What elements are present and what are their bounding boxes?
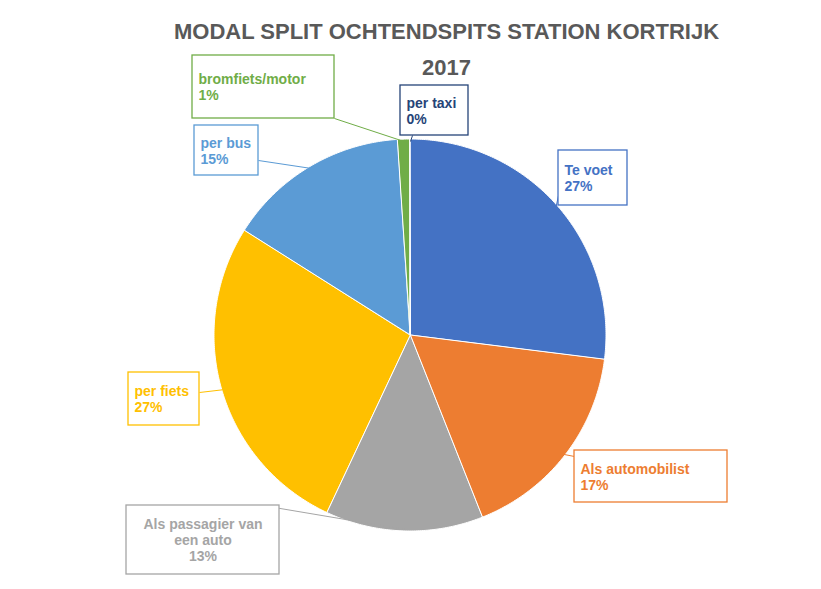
svg-text:Als automobilist17%: Als automobilist17%: [581, 461, 690, 493]
svg-text:per taxi0%: per taxi0%: [407, 95, 457, 127]
svg-text:per fiets27%: per fiets27%: [135, 383, 190, 415]
svg-text:bromfiets/motor1%: bromfiets/motor1%: [199, 71, 307, 103]
svg-text:Te voet27%: Te voet27%: [565, 162, 613, 194]
svg-text:Als passagier vaneen auto13%: Als passagier vaneen auto13%: [143, 516, 262, 564]
svg-text:MODAL SPLIT OCHTENDSPITS STATI: MODAL SPLIT OCHTENDSPITS STATION KORTRIJ…: [174, 19, 719, 44]
svg-text:per bus15%: per bus15%: [201, 135, 252, 167]
svg-text:2017: 2017: [422, 55, 471, 80]
